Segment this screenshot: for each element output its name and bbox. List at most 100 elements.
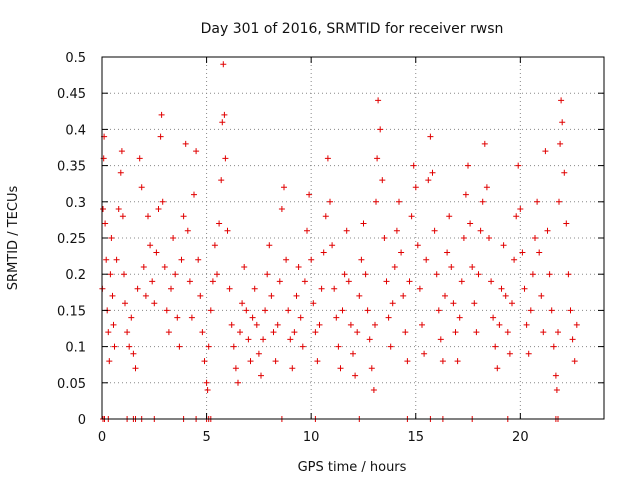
data-point <box>373 198 379 205</box>
data-point <box>513 213 520 220</box>
data-point <box>477 227 484 234</box>
data-point <box>224 227 231 234</box>
data-point <box>364 307 371 314</box>
data-point <box>331 285 338 292</box>
data-point <box>163 307 170 314</box>
data-point <box>540 329 547 336</box>
data-point <box>527 307 534 314</box>
data-point <box>500 242 507 249</box>
data-point <box>153 249 160 256</box>
data-point <box>220 61 227 68</box>
data-point <box>291 329 298 336</box>
data-point <box>214 271 220 278</box>
data-point <box>221 111 228 118</box>
data-point <box>170 235 177 241</box>
data-point <box>128 314 135 321</box>
data-point <box>106 358 113 365</box>
data-point <box>197 292 204 299</box>
data-point <box>366 336 373 343</box>
data-point <box>188 314 195 321</box>
data-point <box>105 329 112 336</box>
data-point <box>251 285 258 292</box>
data-point <box>195 256 202 263</box>
data-point <box>563 220 570 227</box>
data-point <box>230 343 237 350</box>
data-point <box>191 191 197 198</box>
data-point <box>502 292 509 299</box>
data-point <box>396 198 402 205</box>
data-point <box>272 358 279 365</box>
data-point <box>553 387 560 393</box>
data-point <box>306 191 313 198</box>
data-point <box>356 292 363 299</box>
data-point <box>218 177 225 184</box>
data-point <box>377 126 384 133</box>
x-tick-label: 10 <box>303 430 320 445</box>
data-point <box>107 271 114 278</box>
data-point <box>115 206 122 212</box>
data-point <box>239 300 246 307</box>
data-point <box>561 169 568 176</box>
data-point <box>538 292 545 299</box>
y-tick-label: 0 <box>78 413 86 428</box>
data-point <box>385 314 392 321</box>
data-point <box>155 206 162 212</box>
data-point <box>523 321 530 328</box>
data-point <box>119 213 126 220</box>
y-tick-label: 0.45 <box>57 87 86 102</box>
data-point <box>423 256 430 263</box>
data-point <box>287 336 294 343</box>
data-point <box>134 285 141 292</box>
x-tick-label: 5 <box>202 430 210 445</box>
data-point <box>496 321 503 328</box>
data-point <box>546 271 553 278</box>
data-point <box>406 278 413 285</box>
y-tick-label: 0.05 <box>57 377 86 392</box>
y-axis-label: SRMTID / TECUs <box>6 186 21 291</box>
data-point <box>247 358 254 365</box>
data-point <box>149 278 156 285</box>
data-point <box>370 387 377 393</box>
data-point <box>118 148 125 155</box>
data-point <box>534 198 541 205</box>
data-point <box>383 278 390 285</box>
data-point <box>473 329 480 336</box>
data-point <box>165 329 172 336</box>
data-point <box>293 292 300 299</box>
data-point <box>450 300 457 307</box>
data-point <box>439 358 446 365</box>
data-point <box>431 227 438 234</box>
data-point <box>486 235 492 241</box>
data-point <box>437 336 444 343</box>
data-point <box>358 256 365 263</box>
data-point <box>241 264 248 270</box>
data-point <box>414 242 421 249</box>
data-point <box>483 184 490 191</box>
data-point <box>337 365 344 372</box>
data-point <box>102 220 109 227</box>
data-point <box>381 235 388 241</box>
data-point <box>465 162 471 169</box>
data-point <box>111 343 118 350</box>
data-point <box>421 350 428 357</box>
data-point <box>216 220 223 227</box>
data-point <box>113 256 120 263</box>
data-point <box>249 314 256 321</box>
data-point <box>559 119 566 126</box>
data-point <box>209 278 216 285</box>
data-point <box>462 191 469 198</box>
data-point <box>435 307 442 314</box>
data-point <box>299 343 306 350</box>
data-point <box>308 256 315 263</box>
data-point <box>404 358 411 365</box>
data-point <box>569 336 576 343</box>
data-point <box>475 271 482 278</box>
data-point <box>350 350 356 357</box>
data-point <box>389 300 396 307</box>
y-tick-label: 0.3 <box>65 196 86 211</box>
data-point <box>222 155 229 162</box>
y-tick-label: 0.4 <box>65 123 86 138</box>
data-point <box>159 198 166 205</box>
data-point <box>235 379 241 386</box>
data-point <box>145 213 151 220</box>
